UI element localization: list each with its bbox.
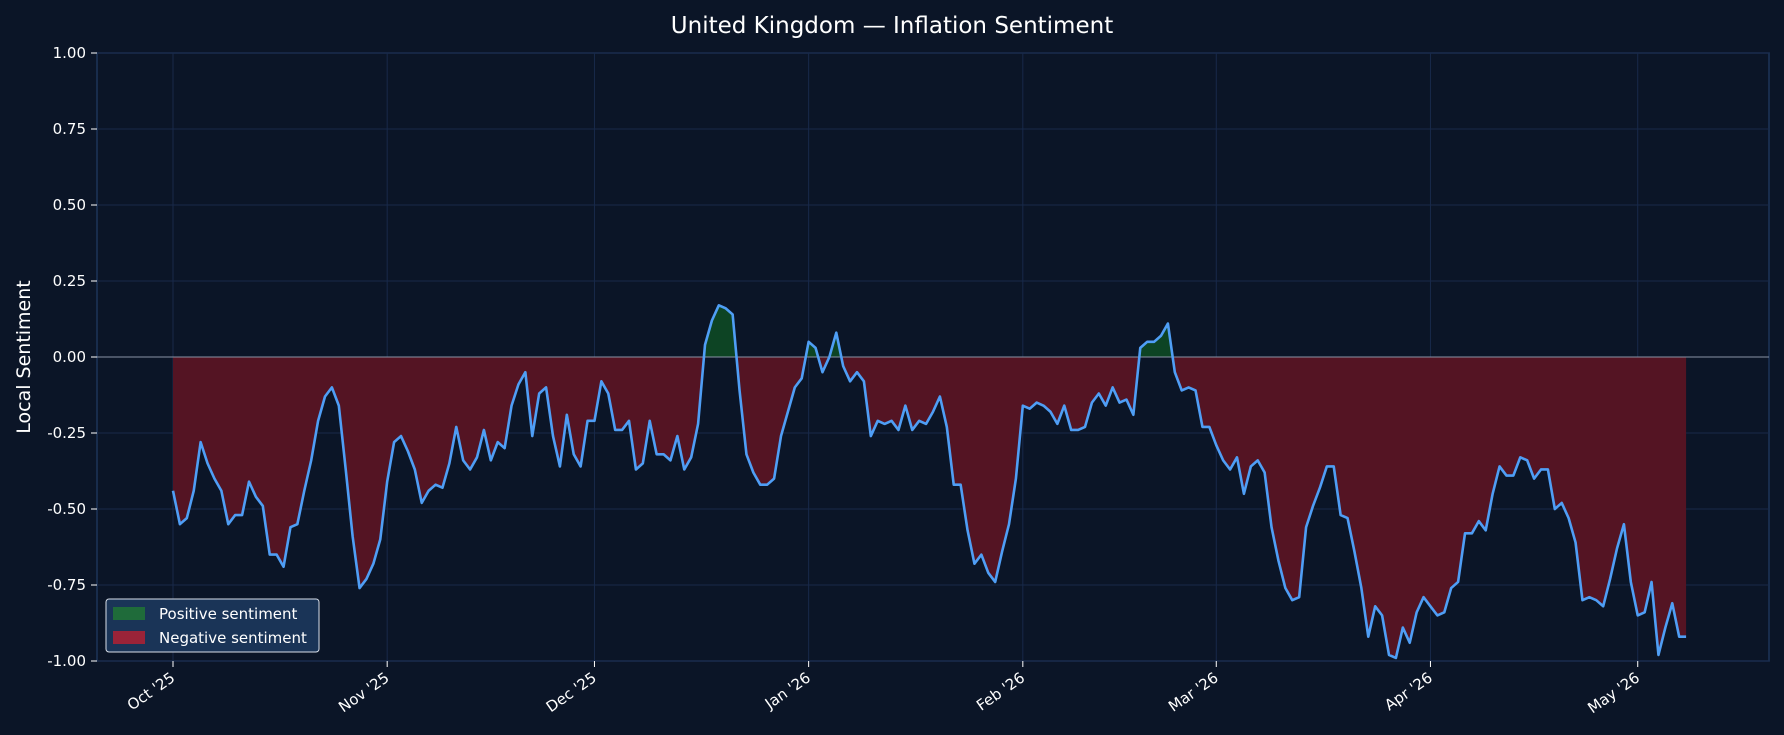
y-tick-label: 0.50 <box>53 196 86 214</box>
y-axis-ticks: 1.00 0.75 0.50 0.25 0.00 -0.25 -0.50 -0.75 -1.00 <box>47 44 97 670</box>
legend-box <box>105 598 320 653</box>
sentiment-fills <box>173 305 1687 658</box>
y-tick-label: -0.75 <box>47 576 86 594</box>
y-axis-label: Local Sentiment <box>13 280 35 434</box>
chart-title: United Kingdom — Inflation Sentiment <box>671 13 1113 39</box>
y-tick-label: 0.75 <box>53 120 86 138</box>
legend-label-negative: Negative sentiment <box>159 629 307 647</box>
y-tick-label: 0.00 <box>53 348 86 366</box>
y-tick-label: 0.25 <box>53 272 86 290</box>
legend-label-positive: Positive sentiment <box>159 605 298 623</box>
sentiment-line <box>171 304 1687 660</box>
y-tick-label: -0.25 <box>47 424 86 442</box>
y-tick-label: 1.00 <box>53 44 86 62</box>
negative-area <box>173 357 1687 658</box>
y-tick-label: -0.50 <box>47 500 86 518</box>
legend-swatch-negative <box>113 631 145 644</box>
legend: Positive sentiment Negative sentiment <box>105 598 320 653</box>
y-tick-label: -1.00 <box>47 652 86 670</box>
legend-swatch-positive <box>113 607 145 620</box>
